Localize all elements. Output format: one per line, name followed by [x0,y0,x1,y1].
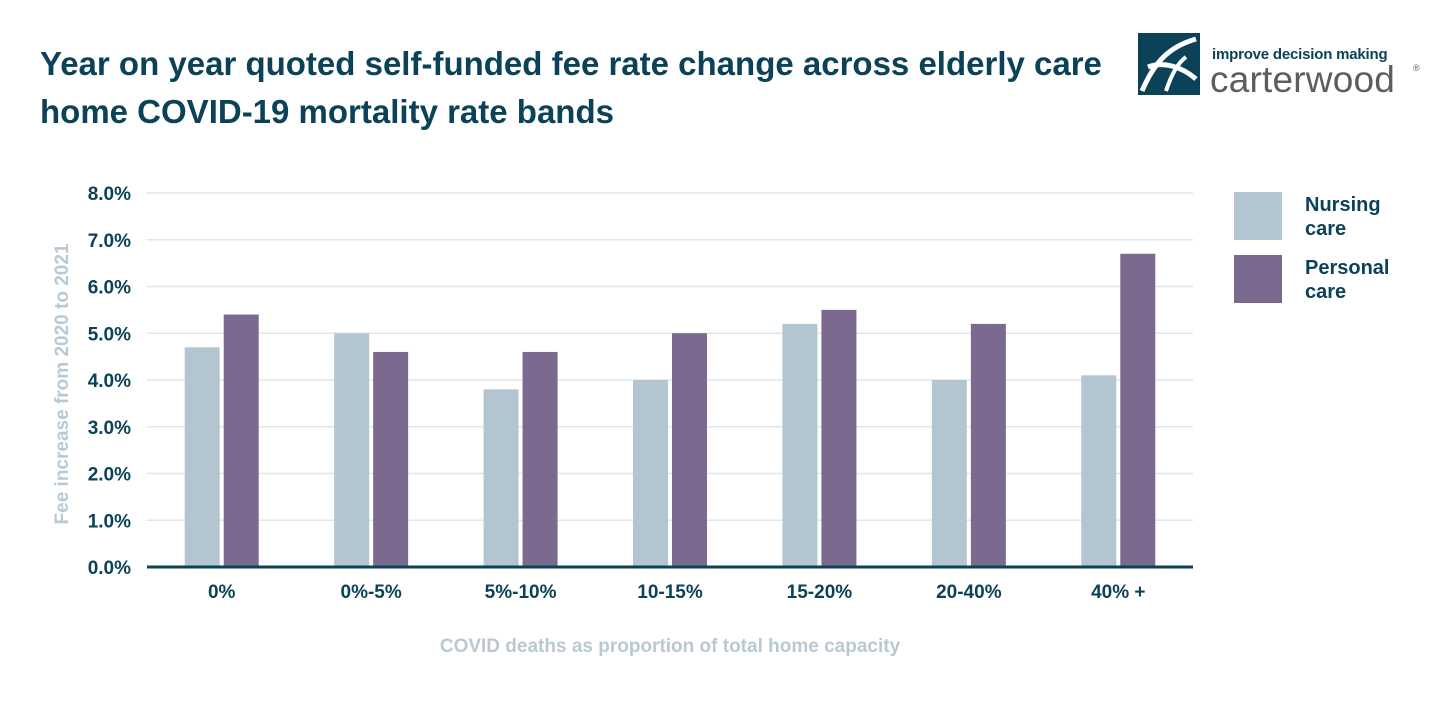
x-axis-title: COVID deaths as proportion of total home… [440,636,901,657]
logo-registered-mark: ® [1413,63,1420,73]
bar-nursing-3 [483,389,519,567]
bar-nursing-2 [334,333,370,567]
bars [184,253,1156,567]
bar-personal-6 [970,323,1006,567]
bar-nursing-5 [782,323,818,567]
bar-nursing-7 [1081,375,1117,567]
gridlines [147,192,1193,521]
legend-swatch-personal [1234,255,1282,303]
bar-personal-2 [373,351,409,567]
legend-label-personal: Personal care [1305,257,1390,303]
carterwood-logo: improve decision making carterwood ® [1138,33,1428,103]
x-category-label: 20-40% [936,582,1002,603]
bar-nursing-1 [184,347,220,567]
bar-nursing-4 [633,380,668,567]
bar-personal-1 [223,314,259,567]
logo-tagline: improve decision making [1212,46,1388,63]
legend-swatch-nursing [1234,192,1282,240]
axes: 0.0% 1.0% 2.0% 3.0% 4.0% 5.0% 6.0% 7.0% 8.0% 0% 0%… [88,184,1193,603]
legend-label-nursing: Nursing care [1305,194,1381,240]
bar-personal-7 [1120,253,1156,567]
y-tick-label: 1.0% [88,511,131,532]
x-category-label: 10-15% [637,582,703,603]
x-category-label: 40% + [1091,582,1145,603]
carterwood-logo-mark-icon [1138,33,1200,95]
y-tick-label: 7.0% [88,231,131,252]
chart-title: Year on year quoted self-funded fee rate… [40,45,1102,130]
y-tick-label: 8.0% [88,184,131,205]
y-tick-label: 6.0% [88,278,131,299]
bar-personal-5 [821,309,857,567]
y-tick-label: 0.0% [88,558,131,579]
bar-nursing-6 [931,380,967,567]
bar-chart: 0.0% 1.0% 2.0% 3.0% 4.0% 5.0% 6.0% 7.0% 8.0% 0% 0%… [52,184,1193,657]
y-tick-label: 3.0% [88,418,131,439]
y-tick-label: 4.0% [88,371,131,392]
x-category-label: 5%-10% [485,582,557,603]
bar-personal-4 [672,333,707,567]
y-tick-label: 5.0% [88,324,131,345]
x-category-label: 15-20% [787,582,853,603]
y-axis-title: Fee increase from 2020 to 2021 [52,243,73,524]
y-tick-label: 2.0% [88,465,131,486]
bar-personal-3 [522,351,558,567]
x-category-label: 0% [208,582,236,603]
logo-wordmark: carterwood [1210,59,1396,100]
x-category-label: 0%-5% [341,582,402,603]
